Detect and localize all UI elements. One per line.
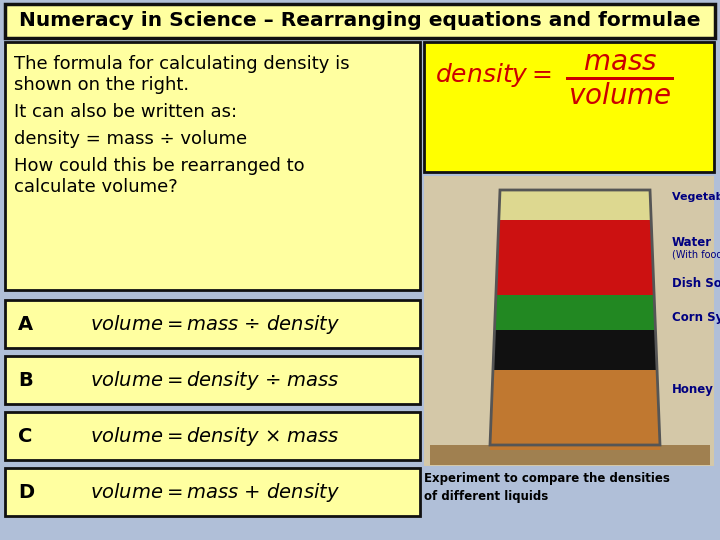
Text: A: A xyxy=(18,314,33,334)
Text: $\mathit{volume} = \mathit{mass}\ \mathit{+}\ \mathit{density}$: $\mathit{volume} = \mathit{mass}\ \mathi… xyxy=(90,481,340,503)
Bar xyxy=(5,4,715,38)
Text: The formula for calculating density is: The formula for calculating density is xyxy=(14,55,350,73)
Bar xyxy=(5,468,420,516)
Text: (With food coloring): (With food coloring) xyxy=(672,250,720,260)
Polygon shape xyxy=(490,370,660,450)
Polygon shape xyxy=(495,295,655,330)
Text: shown on the right.: shown on the right. xyxy=(14,76,189,94)
Text: How could this be rearranged to: How could this be rearranged to xyxy=(14,157,305,175)
Text: calculate volume?: calculate volume? xyxy=(14,178,178,196)
Text: $\mathit{density} = $: $\mathit{density} = $ xyxy=(435,61,552,89)
Polygon shape xyxy=(499,190,651,220)
Bar xyxy=(5,356,420,404)
Text: Experiment to compare the densities
of different liquids: Experiment to compare the densities of d… xyxy=(424,472,670,503)
Text: Vegetable Oil: Vegetable Oil xyxy=(672,192,720,202)
Bar xyxy=(566,77,674,80)
Text: It can also be written as:: It can also be written as: xyxy=(14,103,237,121)
Text: $\mathit{volume} = \mathit{density}\ \mathit{\div}\ \mathit{mass}$: $\mathit{volume} = \mathit{density}\ \ma… xyxy=(90,368,340,392)
Text: $\mathit{volume} = \mathit{density}\ \mathit{\times}\ \mathit{mass}$: $\mathit{volume} = \mathit{density}\ \ma… xyxy=(90,424,340,448)
Text: $\mathit{volume} = \mathit{mass}\ \mathit{\div}\ \mathit{density}$: $\mathit{volume} = \mathit{mass}\ \mathi… xyxy=(90,313,340,335)
Bar xyxy=(5,412,420,460)
Text: Dish Soap: Dish Soap xyxy=(672,276,720,289)
Text: $\mathit{mass}$: $\mathit{mass}$ xyxy=(582,48,657,76)
Bar xyxy=(5,42,420,290)
Text: Corn Syrup: Corn Syrup xyxy=(672,312,720,325)
Polygon shape xyxy=(496,220,654,295)
Text: $\mathit{volume}$: $\mathit{volume}$ xyxy=(568,82,672,110)
Bar xyxy=(5,300,420,348)
Bar xyxy=(424,42,714,172)
Bar xyxy=(430,445,710,465)
Text: Water: Water xyxy=(672,237,712,249)
Text: Honey: Honey xyxy=(672,383,714,396)
Polygon shape xyxy=(493,330,657,370)
Text: Numeracy in Science – Rearranging equations and formulae: Numeracy in Science – Rearranging equati… xyxy=(19,11,701,30)
Text: D: D xyxy=(18,483,34,502)
Text: density = mass ÷ volume: density = mass ÷ volume xyxy=(14,130,247,148)
Text: B: B xyxy=(18,370,32,389)
Text: C: C xyxy=(18,427,32,446)
Bar xyxy=(424,176,714,466)
